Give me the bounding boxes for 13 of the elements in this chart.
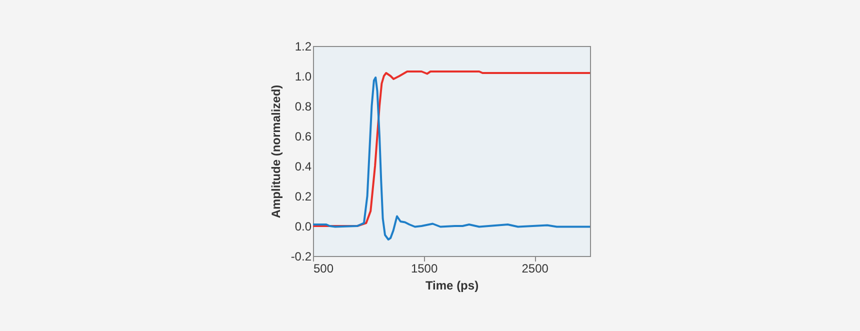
x-tick-label: 500 [314, 262, 334, 276]
x-tick-label: 2500 [522, 262, 549, 276]
y-tick-label: 0.4 [294, 160, 312, 174]
y-tick-label: 0.0 [294, 220, 312, 234]
y-tick-label: -0.2 [290, 250, 312, 264]
y-tick-label: 0.2 [294, 190, 312, 204]
y-tick-label: 0.8 [294, 100, 312, 114]
y-tick-label: 1.2 [294, 40, 312, 54]
y-tick-label: 0.6 [294, 130, 312, 144]
x-axis-title: Time (ps) [425, 278, 479, 292]
y-tick-label: 1.0 [294, 70, 312, 84]
x-tick-label: 1500 [410, 262, 438, 276]
y-axis-title: Amplitude (normalized) [268, 84, 283, 218]
